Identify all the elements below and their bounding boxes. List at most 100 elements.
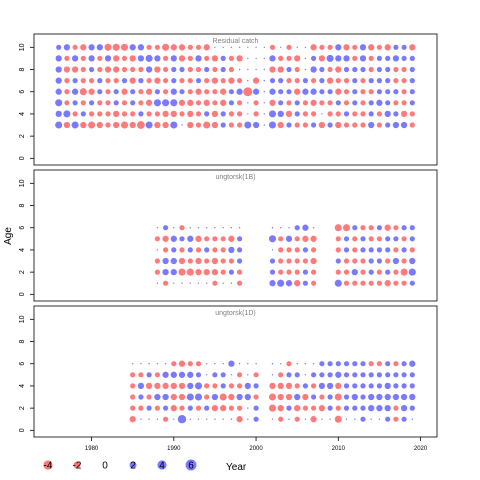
bubble [220, 88, 227, 95]
bubble [319, 361, 325, 367]
bubble [195, 88, 202, 95]
bubble [343, 394, 350, 400]
bubble [286, 122, 292, 128]
bubble [335, 88, 342, 95]
bubble [211, 77, 219, 84]
bubble [121, 66, 128, 73]
bubble [204, 66, 210, 73]
bubble [140, 363, 142, 365]
bubble [187, 371, 194, 378]
bubble [393, 78, 399, 84]
bubble [244, 382, 251, 390]
bubble [253, 372, 259, 378]
bubble [162, 99, 170, 107]
bubble [376, 66, 382, 73]
bubble [130, 111, 136, 117]
bubble [304, 68, 307, 71]
bubble [228, 269, 234, 275]
bubble [145, 88, 153, 95]
bubble [319, 78, 325, 84]
bubble [269, 99, 276, 106]
bubble [237, 247, 243, 253]
bubble [326, 382, 334, 390]
bubble [268, 404, 277, 412]
bubble [401, 280, 407, 286]
bubble [311, 280, 317, 286]
bubble [129, 416, 136, 423]
bubble [352, 111, 358, 117]
bubble [376, 383, 382, 389]
bubble [360, 225, 366, 231]
bubble [163, 78, 169, 84]
bubble [97, 66, 103, 73]
bubble [400, 268, 408, 276]
bubble [285, 280, 293, 287]
bubble [212, 372, 218, 378]
bubble [222, 418, 224, 420]
bubble [145, 121, 153, 129]
bubble [88, 88, 95, 95]
bubble [247, 102, 249, 104]
y-tick-label: 2 [19, 134, 26, 138]
bubble [409, 405, 415, 411]
bubble [302, 269, 308, 275]
panel-title: ungtorsk(1B) [215, 174, 255, 181]
bubble [237, 78, 243, 84]
bubble [187, 361, 193, 367]
bubble [220, 404, 227, 412]
bubble [203, 99, 210, 106]
y-tick-label: 0 [19, 428, 26, 432]
bubble [138, 372, 144, 378]
panel-frame [33, 305, 438, 438]
legend-bubble [129, 461, 137, 469]
legend-label: 2 [130, 461, 136, 472]
bubble [187, 405, 193, 411]
bubble [269, 66, 276, 73]
bubble [222, 282, 224, 284]
bubble [384, 224, 391, 231]
bubble [360, 394, 366, 400]
bubble [393, 416, 399, 422]
bubble [327, 394, 333, 400]
bubble [247, 374, 249, 376]
bubble [263, 91, 265, 93]
bubble [153, 99, 161, 107]
bubble [393, 236, 399, 242]
bubble [80, 121, 87, 129]
bubble [360, 280, 366, 286]
bubble [163, 89, 169, 95]
y-tick-label: 10 [19, 43, 26, 51]
bubble [271, 227, 274, 229]
bubble [409, 66, 415, 73]
bubble [197, 282, 200, 284]
bubble [130, 89, 136, 95]
bubble [228, 100, 234, 106]
bubble [327, 66, 333, 73]
bubble [163, 66, 169, 73]
bubble [409, 247, 415, 253]
bubble [327, 44, 333, 50]
bubble [359, 44, 367, 51]
bubble [319, 66, 325, 73]
bubble [278, 372, 284, 378]
bubble [343, 55, 350, 62]
bubble [319, 100, 325, 106]
bubble [187, 382, 194, 390]
bubble [368, 100, 374, 106]
bubble [360, 416, 366, 422]
bubble [294, 225, 300, 231]
bubble [312, 363, 315, 365]
bubble [393, 100, 399, 106]
bubble [55, 66, 62, 73]
bubble [310, 235, 317, 242]
bubble [236, 416, 243, 423]
bubble [409, 122, 415, 128]
legend-label: 4 [159, 461, 165, 472]
bubble [212, 66, 218, 73]
bubble [376, 372, 382, 378]
bubble [238, 46, 241, 48]
bubble [255, 68, 257, 71]
bubble [195, 268, 202, 276]
bubble [263, 79, 265, 82]
bubble [178, 268, 186, 276]
